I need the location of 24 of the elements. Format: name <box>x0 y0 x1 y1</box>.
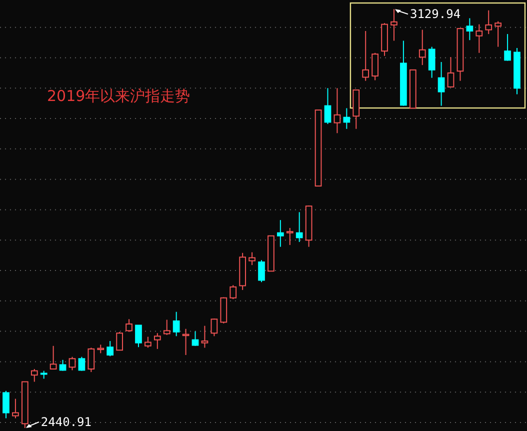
candlestick <box>182 328 190 356</box>
annotation: 2440.91 <box>40 415 92 430</box>
candlestick <box>276 220 284 248</box>
candlestick <box>343 108 350 130</box>
candlestick <box>447 56 454 88</box>
candlestick <box>418 29 426 66</box>
candlestick <box>296 212 303 242</box>
candlestick <box>466 18 474 41</box>
candlestick <box>504 34 511 61</box>
candlestick <box>456 28 464 82</box>
candlestick <box>268 235 274 272</box>
text: 2019年以来沪指走势 <box>47 87 190 105</box>
candlestick <box>390 8 398 42</box>
candlestick <box>409 69 416 109</box>
annotation: 3129.94 <box>410 7 461 22</box>
candlestick <box>352 89 360 130</box>
candlestick <box>514 48 520 95</box>
candlestick <box>362 30 370 82</box>
candlestick <box>50 345 57 370</box>
candlestick <box>400 40 407 106</box>
candlestick <box>334 88 341 134</box>
candlestick <box>314 110 322 187</box>
candlestick <box>21 381 28 429</box>
candlestick <box>438 62 445 106</box>
